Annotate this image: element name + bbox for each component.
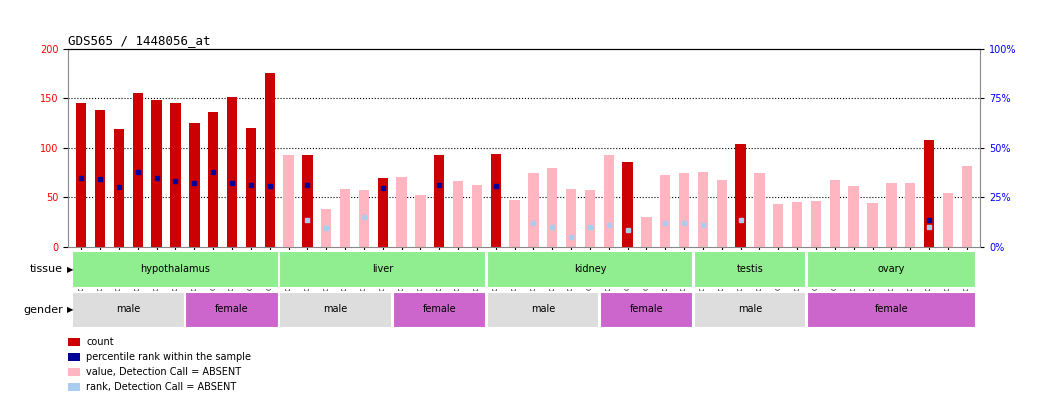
Text: testis: testis [737, 264, 763, 273]
Bar [792, 202, 803, 247]
Bar [68, 338, 80, 346]
Bar [547, 168, 558, 247]
Bar [453, 181, 463, 247]
Bar [811, 201, 822, 247]
Bar [641, 217, 652, 247]
Bar [133, 93, 143, 247]
Text: gender: gender [23, 305, 63, 315]
Bar [486, 251, 693, 288]
Bar [694, 292, 806, 328]
Bar [152, 100, 161, 247]
Bar [585, 190, 595, 247]
Bar [472, 185, 482, 247]
Bar [358, 190, 369, 247]
Bar [698, 172, 708, 247]
Bar [736, 144, 746, 247]
Bar [280, 251, 486, 288]
Bar [755, 173, 765, 247]
Bar [486, 292, 599, 328]
Bar [528, 173, 539, 247]
Bar [924, 140, 934, 247]
Bar [68, 368, 80, 376]
Text: male: male [738, 304, 762, 314]
Bar [393, 292, 486, 328]
Bar [679, 173, 690, 247]
Text: kidney: kidney [573, 264, 606, 273]
Bar [396, 177, 407, 247]
Bar [604, 155, 614, 247]
Bar [68, 383, 80, 391]
Bar [68, 353, 80, 361]
Bar [717, 179, 727, 247]
Bar [807, 251, 976, 288]
Bar [694, 251, 806, 288]
Bar [171, 103, 180, 247]
Bar [868, 203, 877, 247]
Text: male: male [116, 304, 140, 314]
Text: value, Detection Call = ABSENT: value, Detection Call = ABSENT [86, 367, 241, 377]
Bar [95, 110, 106, 247]
Bar [660, 175, 671, 247]
Bar [283, 155, 293, 247]
Text: ▶: ▶ [67, 265, 73, 274]
Text: percentile rank within the sample: percentile rank within the sample [86, 352, 252, 362]
Text: ovary: ovary [877, 264, 905, 273]
Bar [340, 188, 350, 247]
Bar [849, 185, 859, 247]
Text: male: male [324, 304, 348, 314]
Text: GDS565 / 1448056_at: GDS565 / 1448056_at [68, 34, 211, 47]
Bar [280, 292, 392, 328]
Text: male: male [530, 304, 555, 314]
Bar [114, 129, 124, 247]
Bar [185, 292, 279, 328]
Bar [887, 183, 896, 247]
Bar [302, 155, 312, 247]
Bar [189, 123, 199, 247]
Bar [599, 292, 693, 328]
Bar [961, 166, 971, 247]
Bar [377, 177, 388, 247]
Bar [415, 196, 425, 247]
Bar [566, 190, 576, 247]
Text: female: female [874, 304, 909, 314]
Text: female: female [422, 304, 456, 314]
Text: count: count [86, 337, 114, 347]
Text: rank, Detection Call = ABSENT: rank, Detection Call = ABSENT [86, 382, 237, 392]
Bar [264, 73, 275, 247]
Bar [905, 183, 915, 247]
Bar [321, 209, 331, 247]
Bar [434, 155, 444, 247]
Text: tissue: tissue [30, 264, 63, 274]
Bar [623, 162, 633, 247]
Text: female: female [215, 304, 248, 314]
Bar [77, 103, 87, 247]
Text: liver: liver [372, 264, 393, 273]
Bar [72, 292, 184, 328]
Text: female: female [630, 304, 663, 314]
Bar [245, 128, 256, 247]
Text: hypothalamus: hypothalamus [140, 264, 211, 273]
Bar [208, 112, 218, 247]
Bar [490, 154, 501, 247]
Text: ▶: ▶ [67, 305, 73, 314]
Bar [226, 97, 237, 247]
Bar [830, 179, 840, 247]
Bar [72, 251, 279, 288]
Bar [807, 292, 976, 328]
Bar [773, 205, 784, 247]
Bar [509, 200, 520, 247]
Bar [942, 194, 953, 247]
